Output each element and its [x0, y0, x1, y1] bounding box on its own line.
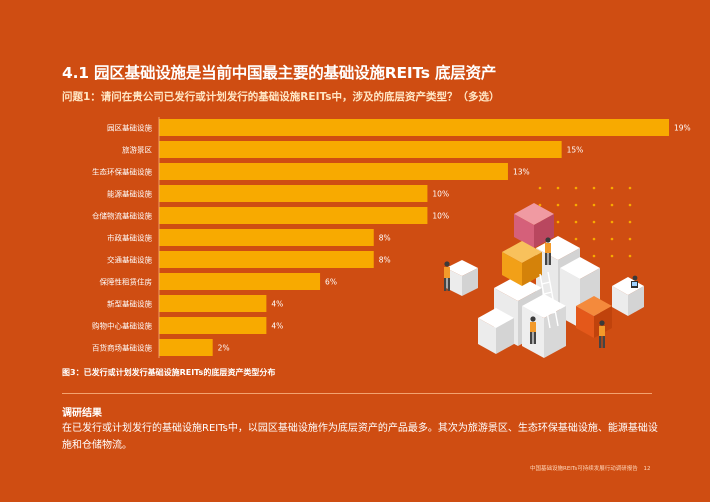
category-label: 新型基础设施 — [107, 299, 152, 309]
value-label: 8% — [379, 234, 391, 243]
value-label: 19% — [674, 124, 691, 133]
orange-cube — [502, 241, 542, 286]
bar-8 — [159, 273, 321, 290]
value-label: 10% — [432, 212, 449, 221]
bar-chart: 园区基础设施 19% 旅游景区 15% 生态环保基础设施 13% 能源基础设施 10% 仓储物流… — [92, 117, 691, 358]
bar-4 — [159, 185, 428, 202]
category-label: 旅游景区 — [122, 145, 152, 155]
bar-2 — [159, 141, 562, 158]
value-label: 15% — [567, 146, 584, 155]
category-label: 百货商场基础设施 — [92, 343, 152, 353]
page-title: 4.1 园区基础设施是当前中国最主要的基础设施REITs 底层资产 — [62, 64, 497, 82]
bar-7 — [159, 251, 374, 268]
white-block-stack — [446, 236, 644, 358]
value-label: 8% — [379, 256, 391, 265]
pink-cube — [514, 203, 554, 248]
page-footer: 中国基础设施REITs可持续发展行动调研报告 12 — [530, 464, 651, 472]
ladder-icon — [539, 271, 559, 329]
footer-report-title: 中国基础设施REITs可持续发展行动调研报告 — [530, 466, 638, 472]
category-label: 园区基础设施 — [107, 123, 152, 133]
divider — [62, 393, 652, 394]
survey-question: 问题1：请问在贵公司已发行或计划发行的基础设施REITs中，涉及的底层资产类型？… — [62, 91, 500, 103]
bar-3 — [159, 163, 508, 180]
category-label: 仓储物流基础设施 — [92, 211, 152, 221]
bar-10 — [159, 317, 267, 334]
bar-6 — [159, 229, 374, 246]
page-number: 12 — [643, 466, 651, 472]
category-label: 生态环保基础设施 — [92, 167, 152, 177]
isometric-blocks-illustration — [444, 186, 644, 358]
bar-9 — [159, 295, 267, 312]
figure-caption: 图3：已发行或计划发行基础设施REITs的底层资产类型分布 — [62, 368, 276, 377]
value-label: 2% — [218, 344, 230, 353]
results-body: 在已发行或计划发行的基础设施REITs中，以园区基础设施作为底层资产的产品最多。… — [62, 423, 658, 451]
value-label: 4% — [271, 322, 283, 331]
bar-5 — [159, 207, 428, 224]
value-label: 13% — [513, 168, 530, 177]
category-label: 交通基础设施 — [107, 255, 152, 265]
category-label: 购物中心基础设施 — [92, 321, 152, 331]
value-label: 4% — [271, 300, 283, 309]
category-label: 能源基础设施 — [107, 189, 152, 199]
person-figures — [444, 237, 638, 348]
value-label: 10% — [432, 190, 449, 199]
bar-1 — [159, 119, 669, 136]
value-label: 6% — [325, 278, 337, 287]
category-label: 保障性租赁住房 — [100, 277, 153, 287]
category-label: 市政基础设施 — [107, 233, 152, 243]
red-orange-cube — [576, 296, 612, 338]
bar-11 — [159, 339, 213, 356]
results-heading: 调研结果 — [62, 408, 102, 419]
